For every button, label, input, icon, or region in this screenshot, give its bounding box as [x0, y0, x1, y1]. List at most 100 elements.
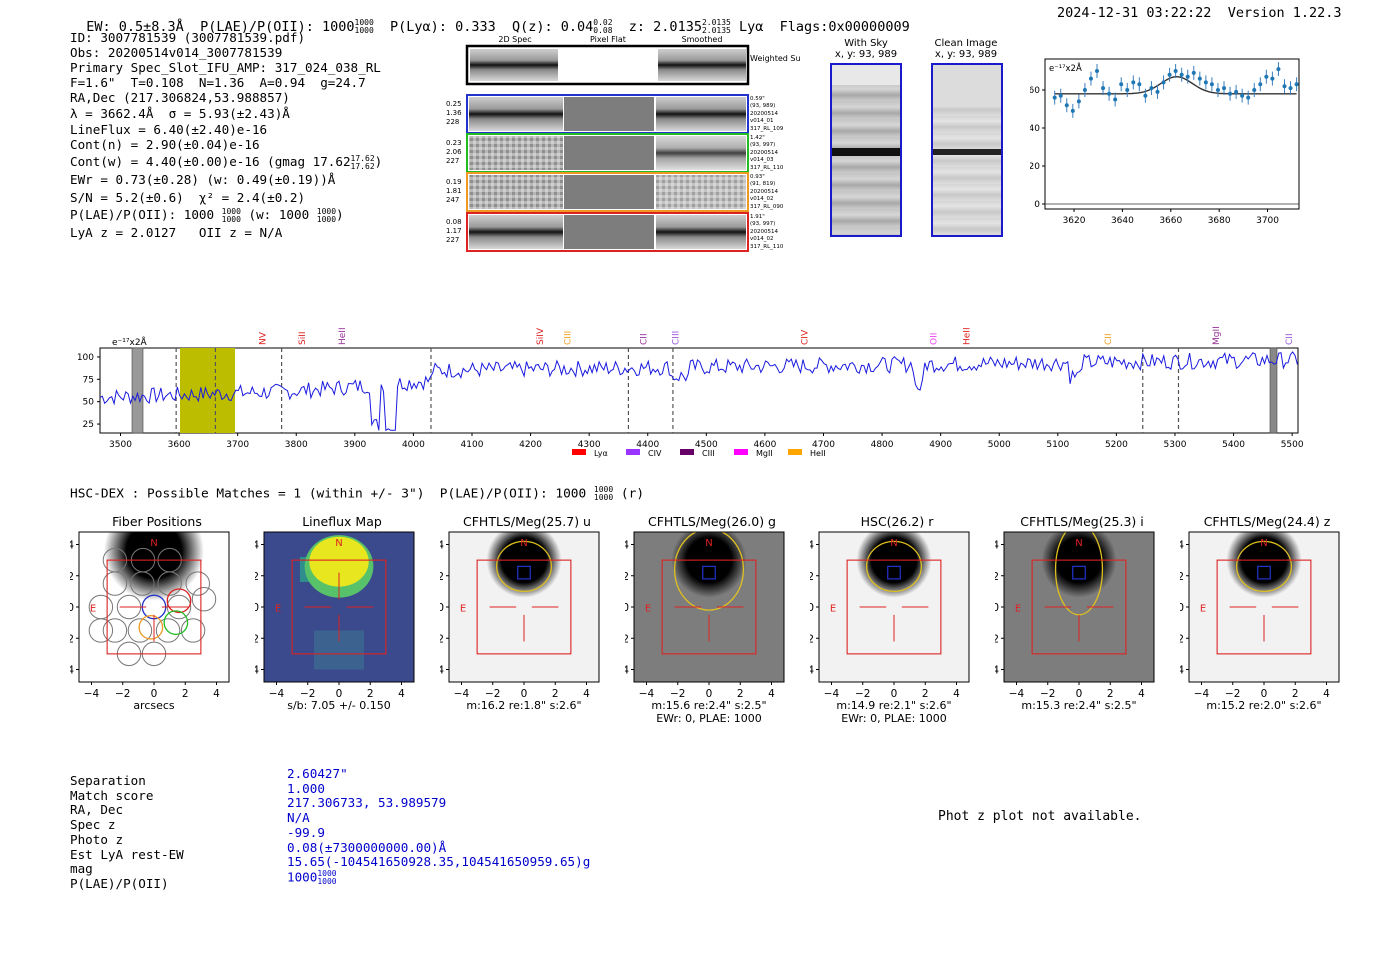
- spectrum-xtick-label: 5300: [1164, 440, 1187, 450]
- panel-ytick: −2: [440, 633, 444, 645]
- svg-text:317_RL_110: 317_RL_110: [750, 165, 784, 171]
- masked-region-2: [1269, 347, 1278, 434]
- zoom-point: [1167, 72, 1172, 77]
- zoom-point: [1203, 80, 1208, 85]
- panel-xtick: 4: [583, 688, 590, 700]
- legend-label: CIV: [648, 449, 662, 458]
- zoom-ytick-label: 20: [1030, 162, 1040, 172]
- info-plae-w-end: ): [336, 207, 344, 222]
- info-plae: P(LAE)/P(OII): 1000 1000 1000 (w: 1000 10…: [70, 207, 344, 224]
- panel-title: CFHTLS/Meg(24.4) z: [1204, 514, 1331, 529]
- zoom-xtick-label: 3660: [1159, 216, 1182, 226]
- zoom-plot-frame: [1044, 58, 1300, 210]
- panel-ytick: 0: [625, 602, 629, 614]
- svg-text:1.91": 1.91": [750, 214, 765, 220]
- value-plae: 10001000 1000: [287, 868, 590, 886]
- panel-caption-2: EWr: 0, PLAE: 1000: [841, 712, 947, 725]
- zoom-xtick-label: 3700: [1256, 216, 1279, 226]
- header-timestamp: 2024-12-31 03:22:22: [1057, 5, 1212, 21]
- svg-text:0.59": 0.59": [750, 96, 765, 102]
- zoom-point: [1088, 76, 1093, 81]
- panel-ytick: 0: [255, 602, 259, 614]
- svg-text:(91, 819): (91, 819): [750, 181, 775, 187]
- value-plae-top: 1000: [317, 868, 337, 878]
- panel-title: CFHTLS/Meg(25.7) u: [463, 514, 591, 529]
- panel-ytick: 0: [440, 602, 444, 614]
- panel-ytick: 4: [995, 540, 999, 552]
- info-plae-w-bot: 1000: [316, 214, 337, 224]
- info-plae-bot: 1000: [221, 214, 241, 224]
- zoom-point: [1258, 82, 1263, 87]
- panel-title: CFHTLS/Meg(25.3) i: [1020, 514, 1144, 529]
- zoom-fit-plot: e⁻¹⁷x2Å 60 40 20 0 3620 3640 3660 3680 3700: [1030, 58, 1300, 226]
- header-plae-bot: 1000: [354, 26, 374, 35]
- panel-ytick: 4: [810, 540, 814, 552]
- panel-ytick: 0: [810, 602, 814, 614]
- svg-text:(93, 997): (93, 997): [750, 142, 775, 148]
- zoom-point: [1137, 82, 1142, 87]
- svg-text:1.17: 1.17: [446, 227, 462, 235]
- clean-image-trace: [933, 149, 1001, 155]
- spectrum-line-label: CIV: [801, 329, 811, 345]
- panel-ytick: 0: [1180, 602, 1184, 614]
- panel-ytick: 4: [70, 540, 74, 552]
- zoom-point: [1101, 86, 1106, 91]
- with-sky-label: With Sky: [844, 38, 888, 49]
- svg-text:20200514: 20200514: [750, 150, 778, 156]
- with-sky-trace: [832, 148, 900, 156]
- legend-label: HeII: [810, 449, 826, 458]
- info-plae-w: (w: 1000: [248, 207, 310, 222]
- panel-ytick: 0: [995, 602, 999, 614]
- panel-ytick: 0: [70, 602, 74, 614]
- zoom-xtick-label: 3680: [1208, 216, 1231, 226]
- spectra-cutouts: 2D Spec Pixel Flat Smoothed Weighted Sum…: [446, 35, 800, 252]
- spectrum-line-label: SiIV: [536, 327, 546, 345]
- legend-swatch: [572, 449, 586, 455]
- spectrum-xtick-label: 4000: [402, 440, 425, 450]
- svg-text:20200514: 20200514: [750, 229, 778, 235]
- legend-label: Lyα: [594, 449, 608, 458]
- zoom-point: [1197, 76, 1202, 81]
- panel-1: Fiber Positions N E 4 2 0 −2 −4 −4 −2 0 2 4 arcsecs: [59, 512, 250, 727]
- zoom-plot-unit: e⁻¹⁷x2Å: [1049, 62, 1082, 74]
- zoom-point: [1052, 95, 1057, 100]
- north-label: N: [335, 538, 342, 549]
- panel-xtick: 0: [891, 688, 898, 700]
- zoom-xtick-label: 3620: [1063, 216, 1086, 226]
- panel-xtick: 0: [151, 688, 158, 700]
- label-spec-z: Spec z: [70, 817, 116, 833]
- svg-text:2.06: 2.06: [446, 148, 462, 156]
- info-contw-bot: 17.62: [350, 161, 375, 171]
- svg-text:1.36: 1.36: [446, 109, 462, 117]
- info-primary: Primary Spec_Slot_IFU_AMP: 317_024_038_R…: [70, 60, 381, 75]
- zoom-point: [1076, 99, 1081, 104]
- info-plae-top: 1000: [221, 206, 241, 216]
- zoom-point: [1191, 70, 1196, 75]
- panel-7: CFHTLS/Meg(24.4) zNE420−2−4−4−2024m:15.2…: [1169, 512, 1360, 727]
- info-contn: Cont(n) = 2.90(±0.04)e-16: [70, 137, 260, 152]
- panel-ytick: 2: [70, 571, 74, 583]
- panel-xtick: 4: [398, 688, 405, 700]
- value-spec-z: N/A: [287, 810, 310, 826]
- hsc-title: HSC-DEX : Possible Matches = 1 (within +…: [70, 486, 644, 502]
- svg-text:v014_02: v014_02: [750, 236, 774, 242]
- panel-ytick: 2: [810, 571, 814, 583]
- masked-region-1: [131, 347, 144, 434]
- info-sn: S/N = 5.2(±0.6) χ² = 2.4(±0.2): [70, 190, 306, 205]
- panel-ytick: 2: [255, 571, 259, 583]
- north-label: N: [1260, 538, 1267, 549]
- header-version: Version 1.22.3: [1227, 5, 1342, 21]
- zoom-ytick-label: 60: [1030, 86, 1040, 96]
- panel-xtick: 2: [1292, 688, 1299, 700]
- zoom-point: [1064, 103, 1069, 108]
- panel-xtick: −2: [855, 688, 870, 700]
- panel-xtick: 4: [1138, 688, 1145, 700]
- zoom-point: [1155, 89, 1160, 94]
- clean-image-xy: x, y: 93, 989: [934, 49, 998, 60]
- info-contw: Cont(w) = 4.40(±0.00)e-16 (gmag 17.6217.…: [70, 154, 382, 171]
- zoom-point: [1288, 86, 1293, 91]
- value-match-score: 1.000: [287, 780, 325, 796]
- spectrum-xtick-label: 4100: [461, 440, 484, 450]
